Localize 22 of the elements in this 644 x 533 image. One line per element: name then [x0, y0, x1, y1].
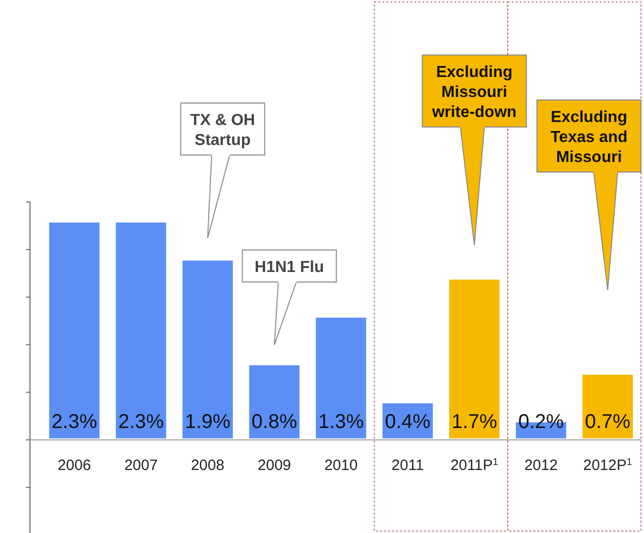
data-label: 1.3%: [318, 410, 364, 433]
data-label: 0.8%: [252, 410, 298, 433]
data-label: 2.3%: [118, 410, 164, 433]
x-tick-label: 2009: [258, 456, 292, 474]
text: TX & OH Startup: [190, 112, 256, 149]
x-tick-label: 2012P$^{1}$: [583, 456, 632, 474]
data-label: 0.2%: [518, 410, 564, 433]
x-tick-label: 2008: [190, 456, 224, 474]
x-tick-label: 2011: [392, 456, 424, 474]
data-label: 0.4%: [384, 410, 431, 433]
data-label: 1.9%: [184, 410, 231, 433]
text: Excluding Missouri write-down: [431, 64, 517, 121]
x-tick-label: 2012: [524, 456, 558, 474]
data-label: 2.3%: [52, 410, 98, 433]
data-label: 1.7%: [452, 410, 498, 433]
annotation: H1N1 Flu: [254, 259, 324, 276]
x-tick-label: 2006: [58, 456, 92, 474]
text: Excluding Texas and Missouri: [550, 109, 628, 166]
x-tick-label: 2007: [124, 456, 158, 474]
x-tick-label: 2010: [324, 456, 358, 474]
data-label: 0.7%: [584, 410, 631, 433]
x-tick-label: 2011P$^{1}$: [450, 456, 498, 474]
